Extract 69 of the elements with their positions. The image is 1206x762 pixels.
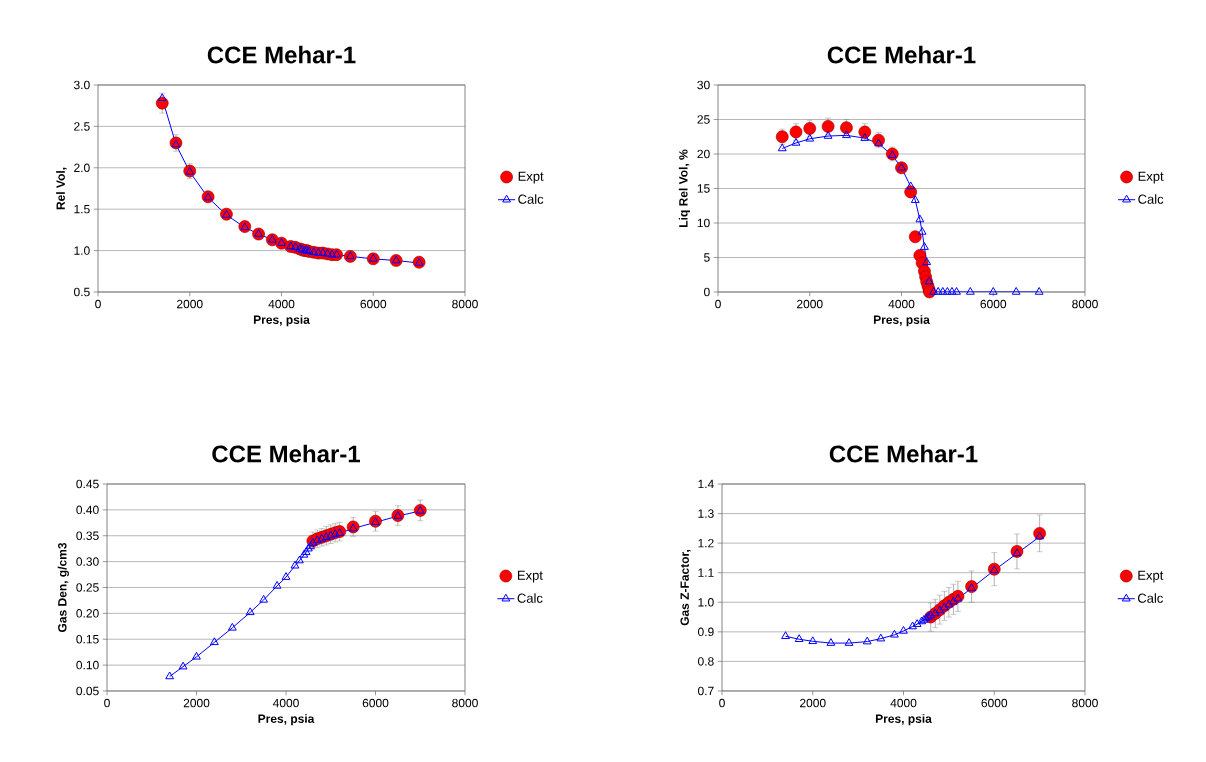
y-tick-label: 25 (697, 115, 710, 124)
x-tick-label: 8000 (1072, 299, 1098, 309)
x-tick-label: 6000 (362, 698, 389, 708)
y-axis-title: Rel Vol, (56, 167, 67, 210)
y-tick-label: 1.0 (698, 598, 714, 607)
x-tick-label: 6000 (360, 299, 387, 309)
y-tick-label: 1.1 (698, 568, 714, 577)
y-tick-label: 0.35 (76, 531, 99, 540)
chart-title: CCE Mehar-1 (212, 444, 360, 463)
chart-title: CCE Mehar-1 (829, 444, 978, 463)
y-tick-label: 1.4 (698, 479, 714, 489)
x-tick-label: 2000 (800, 698, 826, 708)
y-tick-label: 0.30 (76, 557, 99, 566)
x-tick-label: 2000 (177, 299, 203, 309)
y-tick-label: 1.5 (74, 205, 90, 214)
y-tick-label: 0.45 (76, 479, 99, 489)
y-tick-label: 0 (704, 287, 710, 297)
x-axis-title: Pres, psia (253, 315, 310, 327)
y-tick-label: 0.25 (76, 583, 99, 592)
legend-label: Calc (518, 194, 544, 204)
x-tick-label: 4000 (268, 299, 295, 309)
y-tick-label: 0.7 (698, 686, 714, 696)
legend-label: Expt (518, 171, 544, 184)
chart-title: CCE Mehar-1 (827, 45, 976, 64)
x-tick-label: 6000 (980, 299, 1007, 309)
y-tick-label: 0.9 (698, 627, 714, 637)
x-tick-label: 0 (715, 299, 721, 309)
x-tick-label: 2000 (183, 698, 210, 708)
legend-label: Expt (517, 570, 543, 583)
x-tick-label: 4000 (890, 698, 917, 708)
y-axis-title: Gas Den, g/cm3 (57, 542, 69, 633)
legend-label: Calc (1138, 194, 1164, 204)
x-axis-title: Pres, psia (873, 315, 930, 327)
y-tick-label: 10 (697, 218, 710, 228)
legend-label: Calc (517, 593, 543, 603)
y-tick-label: 0.5 (74, 287, 90, 297)
y-tick-label: 0.20 (76, 609, 99, 618)
y-tick-label: 1.3 (698, 509, 714, 518)
legend-label: Expt (1138, 171, 1164, 184)
x-tick-label: 2000 (797, 299, 823, 309)
y-tick-label: 0.05 (76, 686, 99, 696)
legend-label: Expt (1138, 570, 1164, 583)
x-tick-label: 4000 (272, 698, 299, 708)
x-axis-title: Pres, psia (875, 714, 932, 726)
legend-label: Calc (1137, 593, 1163, 603)
x-tick-label: 8000 (452, 698, 478, 708)
y-tick-label: 3.0 (73, 80, 90, 90)
y-axis-title: Gas Z-Factor, (680, 549, 691, 626)
x-tick-label: 8000 (1072, 698, 1098, 708)
y-tick-label: 15 (697, 184, 710, 193)
y-tick-label: 5 (704, 253, 710, 262)
y-tick-label: 1.0 (74, 246, 90, 255)
y-tick-label: 2.5 (74, 122, 90, 131)
y-tick-label: 0.15 (76, 634, 99, 644)
chart-title: CCE Mehar-1 (207, 45, 356, 64)
y-tick-label: 2.0 (74, 163, 90, 173)
y-tick-label: 0.8 (698, 657, 714, 666)
y-tick-label: 1.2 (698, 538, 714, 548)
x-tick-label: 6000 (981, 698, 1008, 708)
x-axis-title: Pres, psia (258, 714, 315, 726)
y-tick-label: 20 (697, 149, 710, 159)
y-tick-label: 0.10 (76, 660, 99, 670)
x-tick-label: 0 (719, 698, 725, 708)
y-tick-label: 0.40 (76, 505, 99, 515)
x-tick-label: 0 (104, 698, 110, 708)
x-tick-label: 8000 (452, 299, 478, 309)
y-tick-label: 30 (697, 80, 710, 90)
y-axis-title: Liq Rel Vol, % (678, 149, 690, 227)
x-tick-label: 4000 (888, 299, 915, 309)
